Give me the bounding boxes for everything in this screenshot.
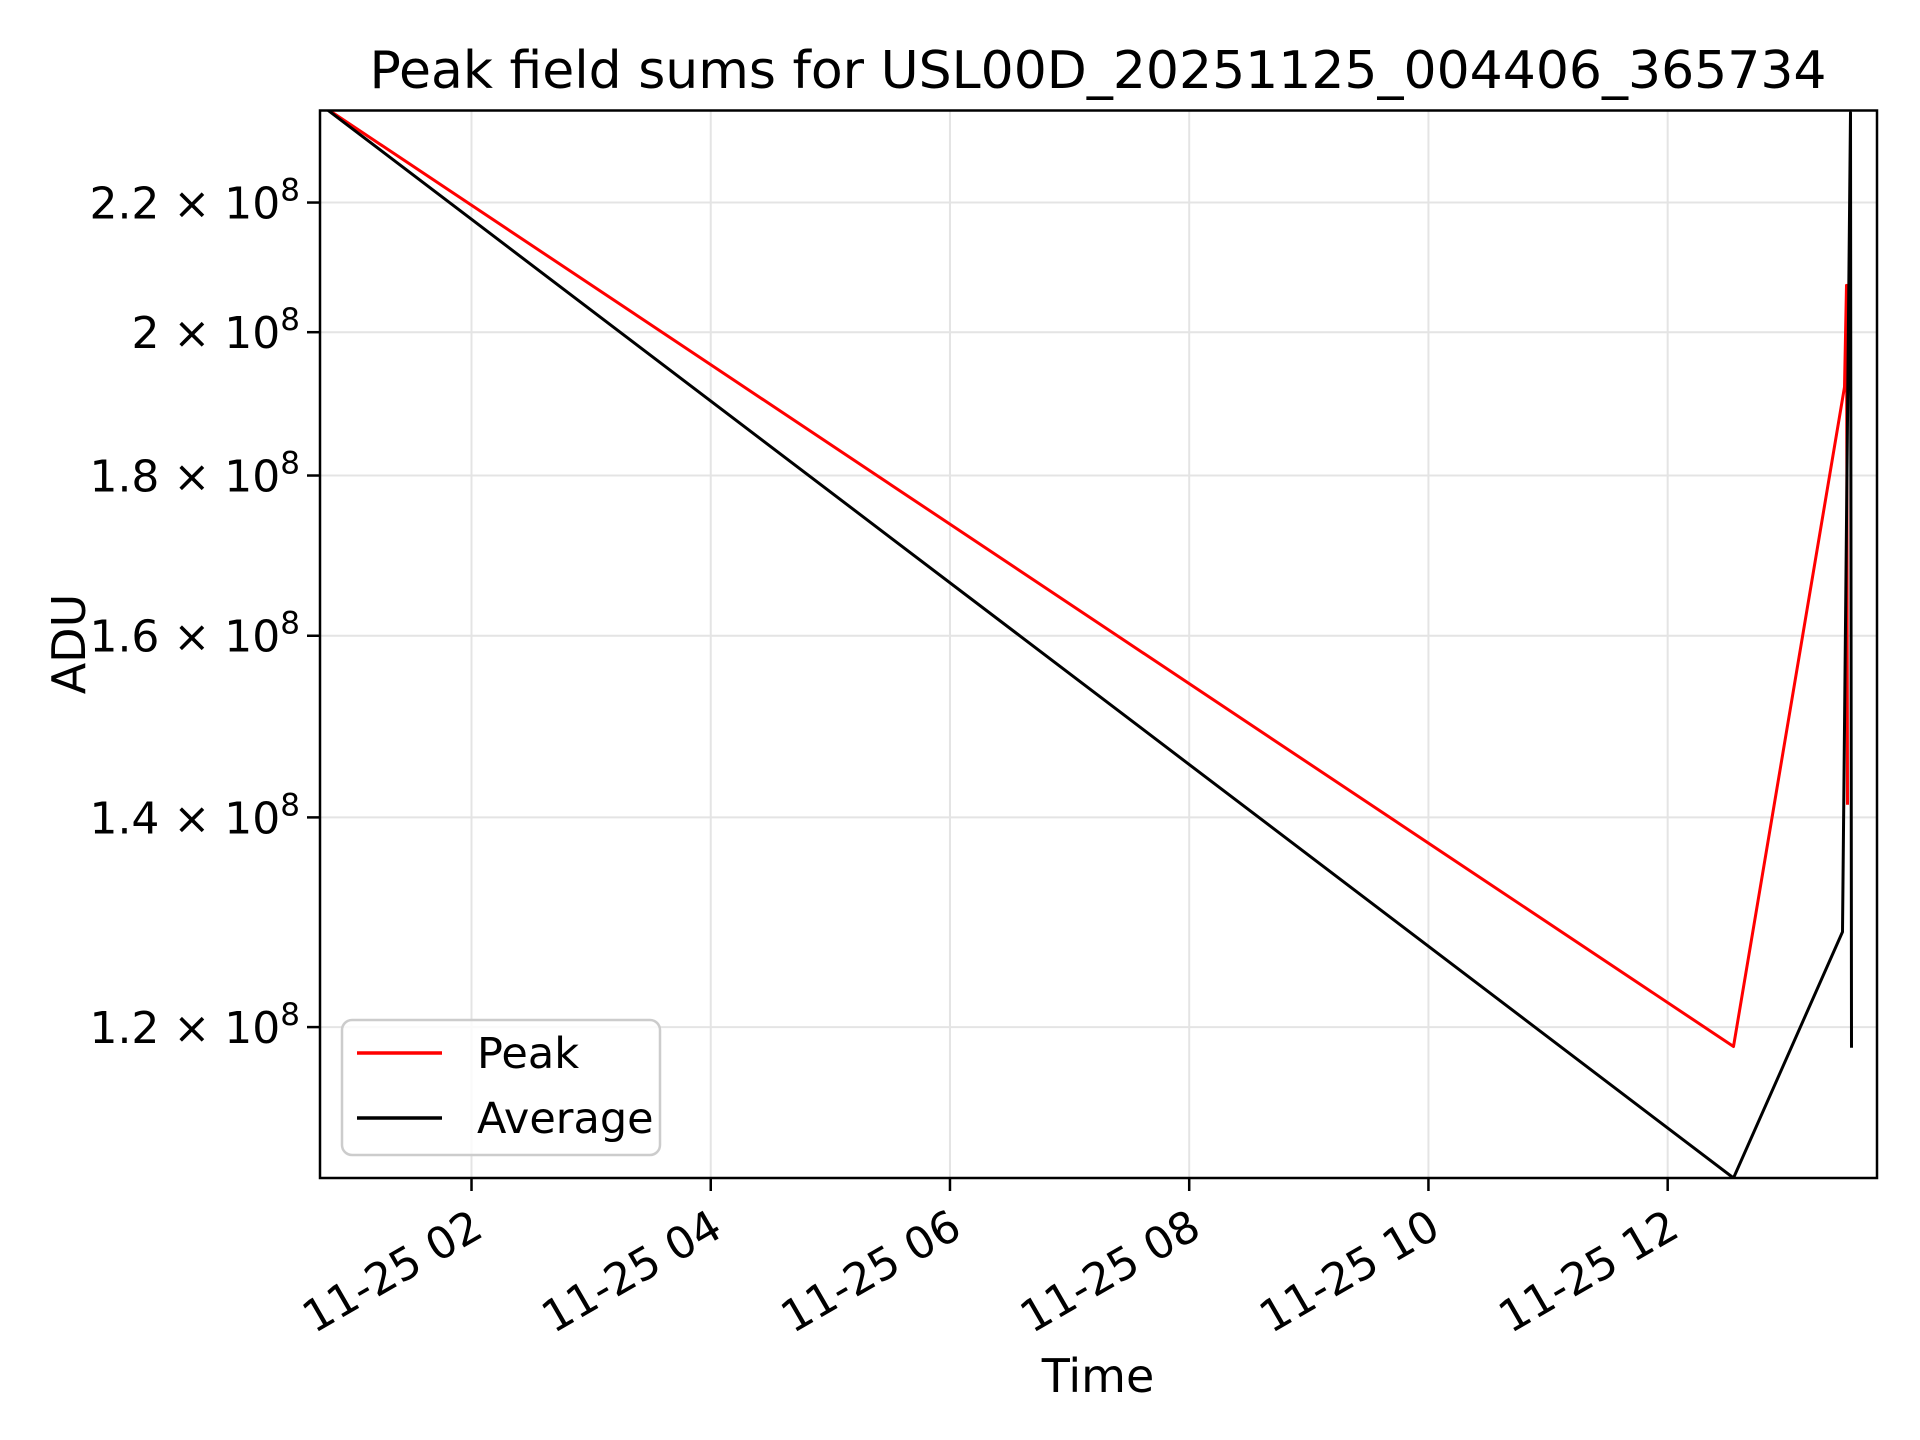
y-tick-label: 1.2 × 108 <box>89 997 300 1054</box>
plot-frame <box>318 109 1879 1180</box>
y-tick-label: 2.2 × 108 <box>89 173 300 230</box>
tick-marks <box>307 201 1669 1191</box>
y-tick-label: 1.4 × 108 <box>89 787 300 844</box>
average-line <box>325 110 1853 1178</box>
legend: Peak Average <box>340 1018 662 1157</box>
x-axis-label: Time <box>1041 1349 1155 1403</box>
legend-average-label: Average <box>477 1094 654 1144</box>
gridlines <box>320 110 1877 1178</box>
chart-title: Peak field sums for USL00D_20251125_0044… <box>369 41 1826 101</box>
y-tick-label: 1.6 × 108 <box>89 606 300 663</box>
series-lines <box>325 110 1853 1178</box>
legend-peak-label: Peak <box>477 1029 579 1079</box>
y-tick-label: 1.8 × 108 <box>89 446 300 503</box>
y-tick-label: 2 × 108 <box>131 302 300 359</box>
y-axis-label: ADU <box>42 594 96 695</box>
